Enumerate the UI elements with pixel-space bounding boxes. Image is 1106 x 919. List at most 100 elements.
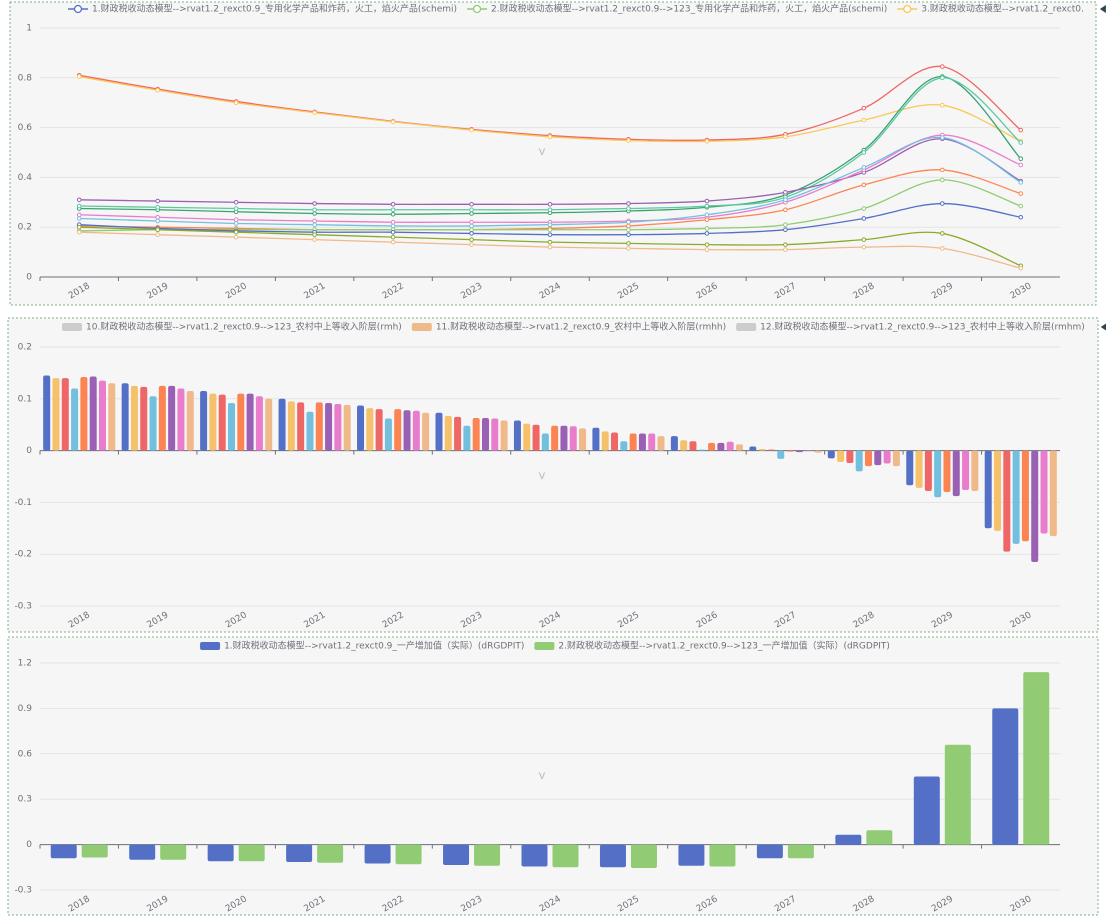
point — [1018, 162, 1024, 168]
point — [704, 138, 710, 144]
point — [940, 167, 945, 173]
bar — [149, 396, 157, 451]
legend-label[interactable]: 11.财政税收动态模型-->rvat1.2_rexct0.9_农村中上等收入阶层… — [436, 321, 726, 333]
bar — [523, 423, 531, 451]
bar — [787, 844, 814, 859]
point — [469, 207, 474, 213]
bar — [767, 449, 775, 451]
point — [704, 226, 710, 231]
pager-prev[interactable] — [1099, 5, 1106, 13]
bar — [71, 388, 79, 451]
point — [940, 246, 945, 251]
bar — [962, 450, 970, 490]
point — [390, 119, 396, 125]
watermark: V — [539, 472, 546, 482]
point — [626, 138, 631, 143]
bar — [560, 425, 568, 451]
bar — [395, 844, 422, 865]
point — [626, 206, 631, 211]
bar — [108, 383, 116, 451]
point — [861, 216, 867, 221]
bar — [883, 450, 891, 464]
bar — [855, 450, 863, 472]
point — [312, 207, 317, 213]
point — [783, 134, 788, 140]
bar — [394, 409, 402, 451]
point — [704, 242, 710, 247]
bar — [343, 405, 351, 451]
bar — [913, 776, 940, 845]
bar — [786, 450, 794, 452]
legend: 1.财政税收动态模型-->rvat1.2_rexct0.9_一产增加值（实际）(… — [200, 640, 890, 652]
bar — [237, 393, 245, 451]
bar — [758, 449, 766, 451]
bar — [864, 450, 872, 467]
bar — [228, 402, 236, 451]
bar — [915, 450, 923, 488]
legend-label[interactable]: 2.财政税收动态模型-->rvat1.2_rexct0.9-->123_一产增加… — [558, 640, 890, 652]
legend-label[interactable]: 1.财政税收动态模型-->rvat1.2_rexct0.9_专用化学产品和炸药，… — [92, 3, 457, 15]
bar — [657, 436, 665, 451]
point — [547, 222, 553, 228]
point — [1018, 140, 1024, 145]
bar — [443, 844, 470, 866]
bar — [611, 432, 619, 451]
pager-prev[interactable] — [1100, 323, 1106, 331]
point — [233, 200, 239, 205]
bar — [777, 450, 785, 459]
point — [1018, 203, 1024, 209]
point — [469, 223, 474, 229]
bar — [384, 418, 392, 451]
point — [312, 110, 317, 115]
bar — [1023, 672, 1050, 845]
point — [626, 219, 631, 225]
point — [390, 219, 396, 225]
bar — [689, 441, 697, 451]
legend-label[interactable]: 12.财政税收动态模型-->rvat1.2_rexct0.9-->123_农村中… — [760, 321, 1085, 333]
legend-icon — [472, 4, 482, 14]
point — [233, 221, 239, 226]
point — [940, 201, 945, 206]
bar — [81, 844, 108, 858]
bar — [297, 402, 305, 451]
point — [861, 237, 867, 242]
bar — [177, 388, 185, 451]
y-tick-label: 0.1 — [18, 394, 32, 404]
point — [233, 100, 239, 105]
point — [469, 227, 474, 232]
point — [940, 102, 945, 108]
point — [704, 247, 710, 252]
point — [547, 227, 553, 232]
legend-label[interactable]: 10.财政税收动态模型-->rvat1.2_rexct0.9-->123_农村中… — [86, 321, 402, 333]
bar — [756, 844, 783, 859]
bar — [463, 425, 471, 451]
bar — [601, 431, 609, 451]
point — [1018, 156, 1024, 162]
point — [76, 74, 82, 79]
bar — [52, 378, 60, 451]
point — [626, 227, 631, 232]
bar — [1049, 450, 1057, 537]
point — [76, 229, 82, 235]
bar — [952, 450, 960, 497]
point — [1018, 214, 1024, 220]
y-tick-label: -0.3 — [14, 602, 32, 612]
legend: 1.财政税收动态模型-->rvat1.2_rexct0.9_专用化学产品和炸药，… — [68, 3, 1106, 15]
bar — [934, 450, 942, 498]
point — [783, 207, 788, 213]
point — [233, 229, 239, 235]
legend-label[interactable]: 3.财政税收动态模型-->rvat1.2_rexct0. — [921, 3, 1084, 15]
bar — [80, 377, 88, 451]
bar — [630, 844, 657, 869]
point — [1018, 265, 1024, 271]
bar — [334, 403, 342, 451]
legend-label[interactable]: 1.财政税收动态模型-->rvat1.2_rexct0.9_一产增加值（实际）(… — [224, 640, 524, 652]
point — [155, 214, 160, 220]
bar — [500, 420, 508, 451]
y-tick-label: 0.3 — [18, 795, 32, 805]
bar — [924, 450, 932, 492]
bar — [827, 450, 835, 459]
legend-label[interactable]: 2.财政税收动态模型-->rvat1.2_rexct0.9-->123_专用化学… — [491, 3, 887, 15]
point — [390, 201, 396, 207]
y-tick-label: 0 — [26, 273, 32, 283]
